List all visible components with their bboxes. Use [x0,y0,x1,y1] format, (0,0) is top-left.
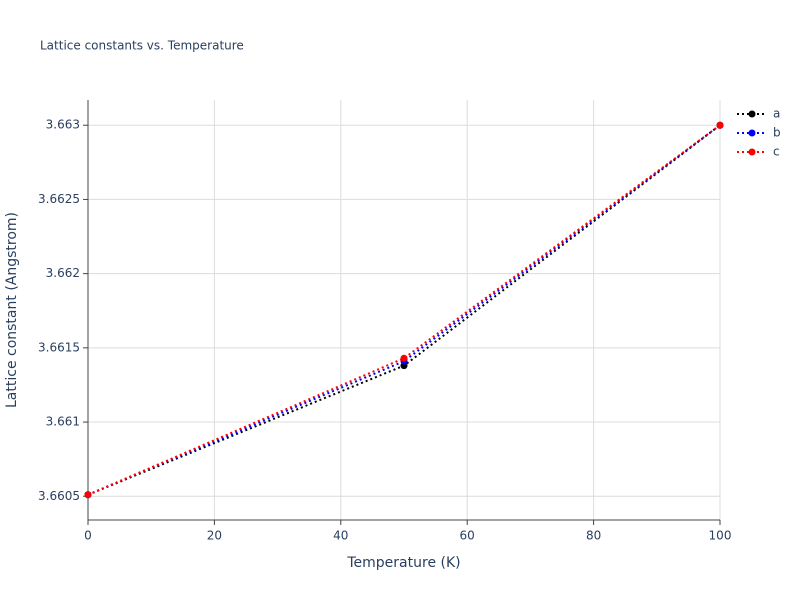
y-axis-title: Lattice constant (Angstrom) [4,212,20,408]
x-tick-label: 100 [709,529,732,543]
legend-marker [748,110,756,118]
y-tick-label: 3.661 [46,415,80,429]
x-tick-label: 40 [333,529,348,543]
x-tick-label: 60 [460,529,475,543]
data-point [400,354,408,362]
x-axis-title: Temperature (K) [346,555,460,571]
legend-label: a [773,107,780,121]
y-tick-label: 3.6625 [38,192,80,206]
series-line [87,124,721,496]
legend-marker [748,148,756,156]
y-tick-label: 3.6615 [38,340,80,354]
series-line [87,124,721,496]
series-line [87,124,721,496]
x-tick-label: 20 [207,529,222,543]
x-tick-label: 0 [84,529,92,543]
legend-label: c [773,145,780,159]
x-tick-label: 80 [586,529,601,543]
y-tick-label: 3.662 [46,266,80,280]
y-tick-label: 3.6605 [38,489,80,503]
data-point [84,491,92,499]
legend-marker [748,129,756,137]
legend-label: b [773,126,781,140]
data-point [716,121,724,129]
y-tick-label: 3.663 [46,118,80,132]
chart-title: Lattice constants vs. Temperature [40,39,244,53]
